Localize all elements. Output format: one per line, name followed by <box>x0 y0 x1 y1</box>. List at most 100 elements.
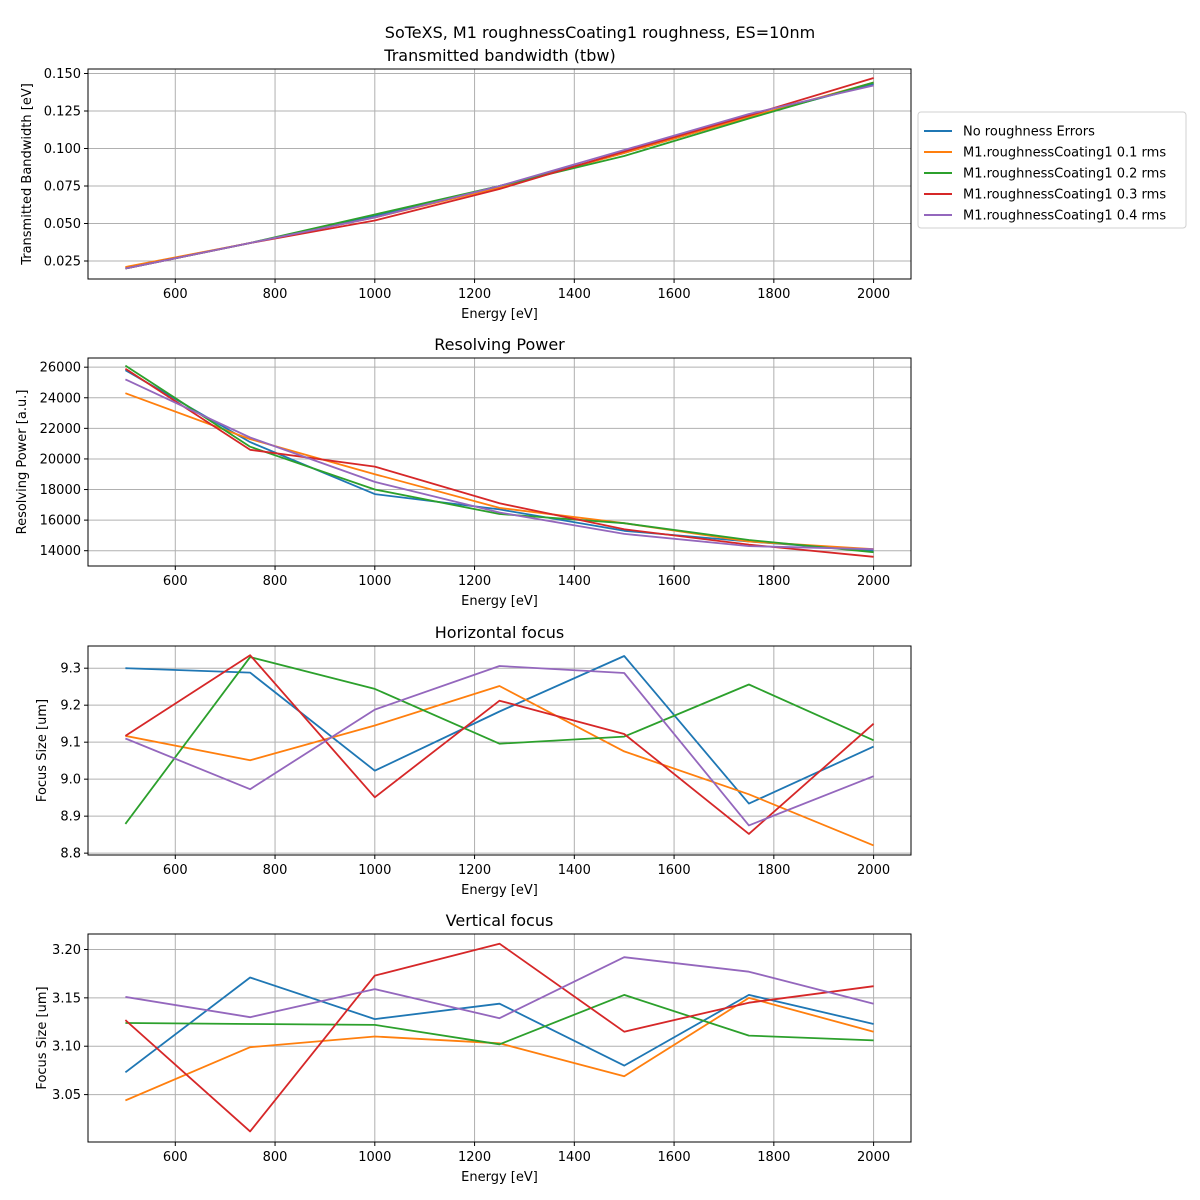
subplot-1: 600 800 1000 1200 1400 1600 1800 2000 0.025 0.050… <box>20 46 912 322</box>
figure-suptitle: SoTeXS, M1 roughnessCoating1 roughness, … <box>385 23 815 42</box>
y-tick-label: 20000 <box>40 452 81 467</box>
x-tick-label: 1200 <box>458 863 491 878</box>
legend-entry-1: No roughness Errors <box>963 125 1095 140</box>
y-tick-label: 18000 <box>40 483 81 498</box>
y-tick-label: 24000 <box>40 391 81 406</box>
subplot-title: Resolving Power <box>434 335 565 354</box>
x-tick-label: 600 <box>163 287 188 302</box>
y-tick-label: 9.3 <box>60 662 81 677</box>
legend: No roughness Errors M1.roughnessCoating1 … <box>917 111 1187 229</box>
legend-entry-5: M1.roughnessCoating1 0.4 rms <box>963 209 1166 224</box>
x-tick-label: 1000 <box>358 574 391 589</box>
x-tick-label: 2000 <box>857 574 890 589</box>
axes-frame <box>87 933 912 1143</box>
x-tick-label: 1600 <box>658 1150 691 1165</box>
series-line-4 <box>124 654 875 835</box>
y-axis-label: Focus Size [um] <box>35 986 50 1089</box>
y-tick-label: 26000 <box>40 361 81 376</box>
x-tick-label: 600 <box>163 574 188 589</box>
series-line-5 <box>125 956 874 1020</box>
x-tick-label: 1000 <box>358 287 391 302</box>
x-tick-label: 1800 <box>757 287 790 302</box>
series-line-3 <box>124 656 874 825</box>
series-line-4 <box>125 77 874 270</box>
series-line-2 <box>125 685 874 847</box>
legend-entry-3: M1.roughnessCoating1 0.2 rms <box>963 167 1166 182</box>
y-tick-label: 0.050 <box>44 217 81 232</box>
series-line-2 <box>125 997 874 1102</box>
x-tick-label: 600 <box>163 1150 188 1165</box>
subplot-2: 600 800 1000 1200 1400 1600 1800 2000 14000 16000… <box>15 335 912 609</box>
x-tick-label: 2000 <box>857 287 890 302</box>
series-line-2 <box>125 81 874 268</box>
x-tick-label: 1600 <box>658 287 691 302</box>
x-tick-label: 1000 <box>358 863 391 878</box>
x-tick-label: 1000 <box>358 1150 391 1165</box>
series-line-4 <box>124 367 874 558</box>
x-tick-label: 2000 <box>857 863 890 878</box>
y-tick-label: 16000 <box>40 514 81 529</box>
legend-box <box>917 111 1187 229</box>
y-tick-label: 0.125 <box>44 105 81 120</box>
y-tick-label: 0.150 <box>44 67 81 82</box>
x-axis-label: Energy [eV] <box>461 1170 538 1185</box>
subplots: 600 800 1000 1200 1400 1600 1800 2000 0.025 0.050… <box>15 46 912 1185</box>
y-tick-label: 3.15 <box>52 991 81 1006</box>
x-tick-label: 800 <box>263 1150 288 1165</box>
series-line-3 <box>124 364 874 554</box>
x-tick-label: 1800 <box>757 1150 790 1165</box>
x-tick-label: 1200 <box>458 287 491 302</box>
y-tick-label: 3.10 <box>52 1040 81 1055</box>
x-tick-label: 1400 <box>558 1150 591 1165</box>
y-tick-label: 0.100 <box>44 142 81 157</box>
x-tick-label: 1800 <box>757 863 790 878</box>
y-tick-label: 9.1 <box>60 736 81 751</box>
series-line-5 <box>125 378 874 551</box>
x-tick-label: 1800 <box>757 574 790 589</box>
x-tick-label: 1400 <box>558 287 591 302</box>
x-axis-label: Energy [eV] <box>461 594 538 609</box>
series-line-2 <box>125 392 874 551</box>
x-axis-label: Energy [eV] <box>461 883 538 898</box>
series-line-5 <box>125 665 874 827</box>
y-axis-label: Resolving Power [a.u.] <box>15 390 30 535</box>
subplot-title: Vertical focus <box>446 911 554 930</box>
x-axis-label: Energy [eV] <box>461 307 538 322</box>
y-axis-label: Transmitted Bandwidth [eV] <box>20 83 35 266</box>
y-tick-label: 0.025 <box>44 255 81 270</box>
x-tick-label: 800 <box>263 863 288 878</box>
y-tick-label: 8.9 <box>60 810 81 825</box>
x-tick-label: 1400 <box>558 863 591 878</box>
y-axis-label: Focus Size [um] <box>35 699 50 802</box>
x-tick-label: 1600 <box>658 863 691 878</box>
x-tick-label: 1600 <box>658 574 691 589</box>
y-tick-label: 8.8 <box>60 847 81 862</box>
subplot-title: Horizontal focus <box>435 623 564 642</box>
series-line-1 <box>124 976 874 1074</box>
axes-frame <box>87 357 912 567</box>
subplot-4: 600 800 1000 1200 1400 1600 1800 2000 3.05 3.10 3.… <box>35 911 912 1185</box>
x-tick-label: 800 <box>263 287 288 302</box>
x-tick-label: 1200 <box>458 1150 491 1165</box>
series-line-4 <box>124 942 874 1133</box>
y-tick-label: 9.2 <box>60 699 81 714</box>
subplot-title: Transmitted bandwidth (tbw) <box>383 46 615 65</box>
x-tick-label: 600 <box>163 863 188 878</box>
legend-entry-4: M1.roughnessCoating1 0.3 rms <box>963 188 1166 203</box>
y-tick-label: 22000 <box>40 422 81 437</box>
axes-frame <box>87 645 912 856</box>
series-line-3 <box>125 994 874 1046</box>
x-tick-label: 800 <box>263 574 288 589</box>
y-tick-label: 14000 <box>40 544 81 559</box>
x-tick-label: 2000 <box>857 1150 890 1165</box>
y-tick-label: 0.075 <box>44 180 81 195</box>
y-tick-label: 3.20 <box>52 943 81 958</box>
y-tick-label: 3.05 <box>52 1088 81 1103</box>
legend-entry-2: M1.roughnessCoating1 0.1 rms <box>963 146 1166 161</box>
y-tick-label: 9.0 <box>60 773 81 788</box>
series-line-1 <box>125 655 874 805</box>
subplot-3: 600 800 1000 1200 1400 1600 1800 2000 8.8 8.9 9.0 9… <box>35 623 912 898</box>
series-line-5 <box>125 84 874 270</box>
x-tick-label: 1400 <box>558 574 591 589</box>
